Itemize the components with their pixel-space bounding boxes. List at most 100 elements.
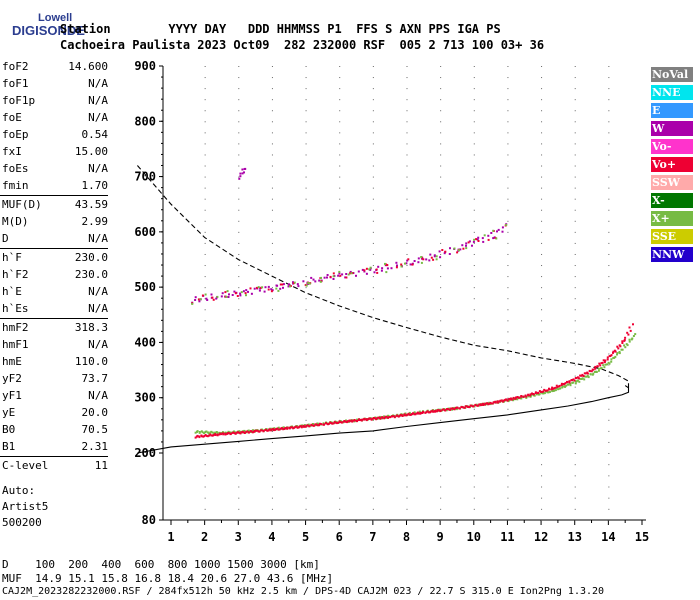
param-name: foF1p — [2, 94, 36, 107]
o-trace-point — [310, 423, 313, 426]
spread-f-point-red — [365, 267, 368, 270]
x-trace-point — [600, 367, 602, 370]
o-trace-point — [522, 395, 525, 398]
grid-dot — [271, 143, 273, 145]
grid-dot — [406, 408, 408, 410]
grid-dot — [473, 154, 475, 156]
grid-dot — [473, 242, 475, 244]
grid-dot — [204, 242, 206, 244]
grid-dot — [339, 220, 341, 222]
param-value: 110.0 — [74, 355, 108, 368]
x-trace-point — [527, 395, 530, 398]
o-trace-point — [413, 413, 416, 416]
grid-dot — [372, 453, 374, 454]
grid-dot — [305, 198, 307, 200]
grid-dot — [406, 198, 408, 200]
o-trace-point — [355, 420, 358, 422]
o-trace-point — [267, 429, 270, 432]
o-trace-point — [327, 423, 329, 426]
grid-dot — [305, 110, 307, 112]
grid-dot — [305, 66, 307, 67]
o-trace-point — [340, 421, 343, 424]
grid-dot — [339, 408, 341, 410]
spread-f-point-green — [347, 273, 350, 276]
grid-dot — [541, 143, 543, 145]
grid-dot — [406, 464, 408, 466]
grid-dot — [372, 397, 374, 399]
grid-dot — [204, 99, 206, 101]
o-trace-point — [251, 431, 254, 434]
grid-dot — [574, 276, 576, 278]
o-trace-point — [628, 326, 631, 329]
grid-dot — [204, 397, 206, 399]
grid-dot — [238, 187, 240, 189]
grid-dot — [238, 143, 240, 145]
o-trace-point — [439, 409, 442, 412]
grid-dot — [406, 242, 408, 244]
grid-dot — [574, 165, 576, 167]
grid-dot — [305, 342, 307, 344]
legend-item: W — [651, 121, 693, 136]
grid-dot — [608, 441, 610, 443]
grid-dot — [406, 520, 408, 521]
x-trace-point — [561, 385, 564, 388]
spread-f-point-green — [473, 238, 476, 241]
grid-dot — [238, 276, 240, 278]
param-name: foF2 — [2, 60, 29, 73]
grid-dot — [238, 520, 240, 521]
o-trace-point — [515, 396, 517, 399]
grid-dot — [541, 187, 543, 189]
grid-dot — [473, 375, 475, 377]
x-trace-point — [607, 361, 610, 364]
spread-f-point-green — [275, 287, 278, 290]
o-trace-point — [276, 427, 279, 430]
grid-dot — [574, 231, 576, 233]
spread-f-point — [227, 296, 230, 298]
spread-f-point — [338, 272, 341, 275]
grid-dot — [339, 121, 341, 123]
param-row: foEp 0.54 — [2, 128, 108, 143]
o-trace-point — [274, 428, 277, 431]
grid-dot — [541, 220, 543, 222]
grid-dot — [574, 110, 576, 112]
profile-line — [137, 385, 630, 454]
grid-dot — [238, 441, 240, 443]
o-trace-point — [494, 401, 497, 404]
grid-dot — [372, 176, 374, 178]
grid-dot — [473, 397, 475, 399]
o-trace-point — [375, 418, 378, 421]
grid-dot — [473, 220, 475, 222]
grid-dot — [372, 475, 374, 477]
x-trace-point — [593, 371, 596, 373]
grid-dot — [406, 187, 408, 189]
grid-dot — [372, 386, 374, 388]
grid-dot — [574, 453, 576, 454]
grid-dot — [440, 88, 442, 90]
o-trace-point — [378, 416, 381, 419]
o-trace-point — [350, 419, 353, 422]
o-trace-point — [621, 342, 624, 344]
spread-f-point-red — [281, 283, 284, 286]
spread-f-point — [396, 264, 398, 267]
o-trace-point — [314, 423, 317, 426]
param-value: 318.3 — [74, 321, 108, 334]
o-trace-point — [603, 361, 606, 364]
grid-dot — [440, 99, 442, 101]
grid-dot — [541, 520, 543, 521]
grid-dot — [507, 132, 509, 134]
param-value: N/A — [88, 94, 108, 107]
o-trace-point — [604, 359, 607, 362]
grid-dot — [271, 77, 273, 79]
o-trace-point — [365, 418, 368, 421]
grid-dot — [271, 187, 273, 189]
grid-dot — [574, 441, 576, 443]
x-trace-point — [616, 353, 618, 356]
o-trace-point — [233, 432, 236, 435]
param-name: foEp — [2, 128, 29, 141]
grid-dot — [238, 231, 240, 233]
o-trace-point — [588, 369, 591, 372]
o-trace-point — [505, 398, 508, 401]
o-trace-point — [240, 431, 243, 434]
grid-dot — [574, 375, 576, 377]
